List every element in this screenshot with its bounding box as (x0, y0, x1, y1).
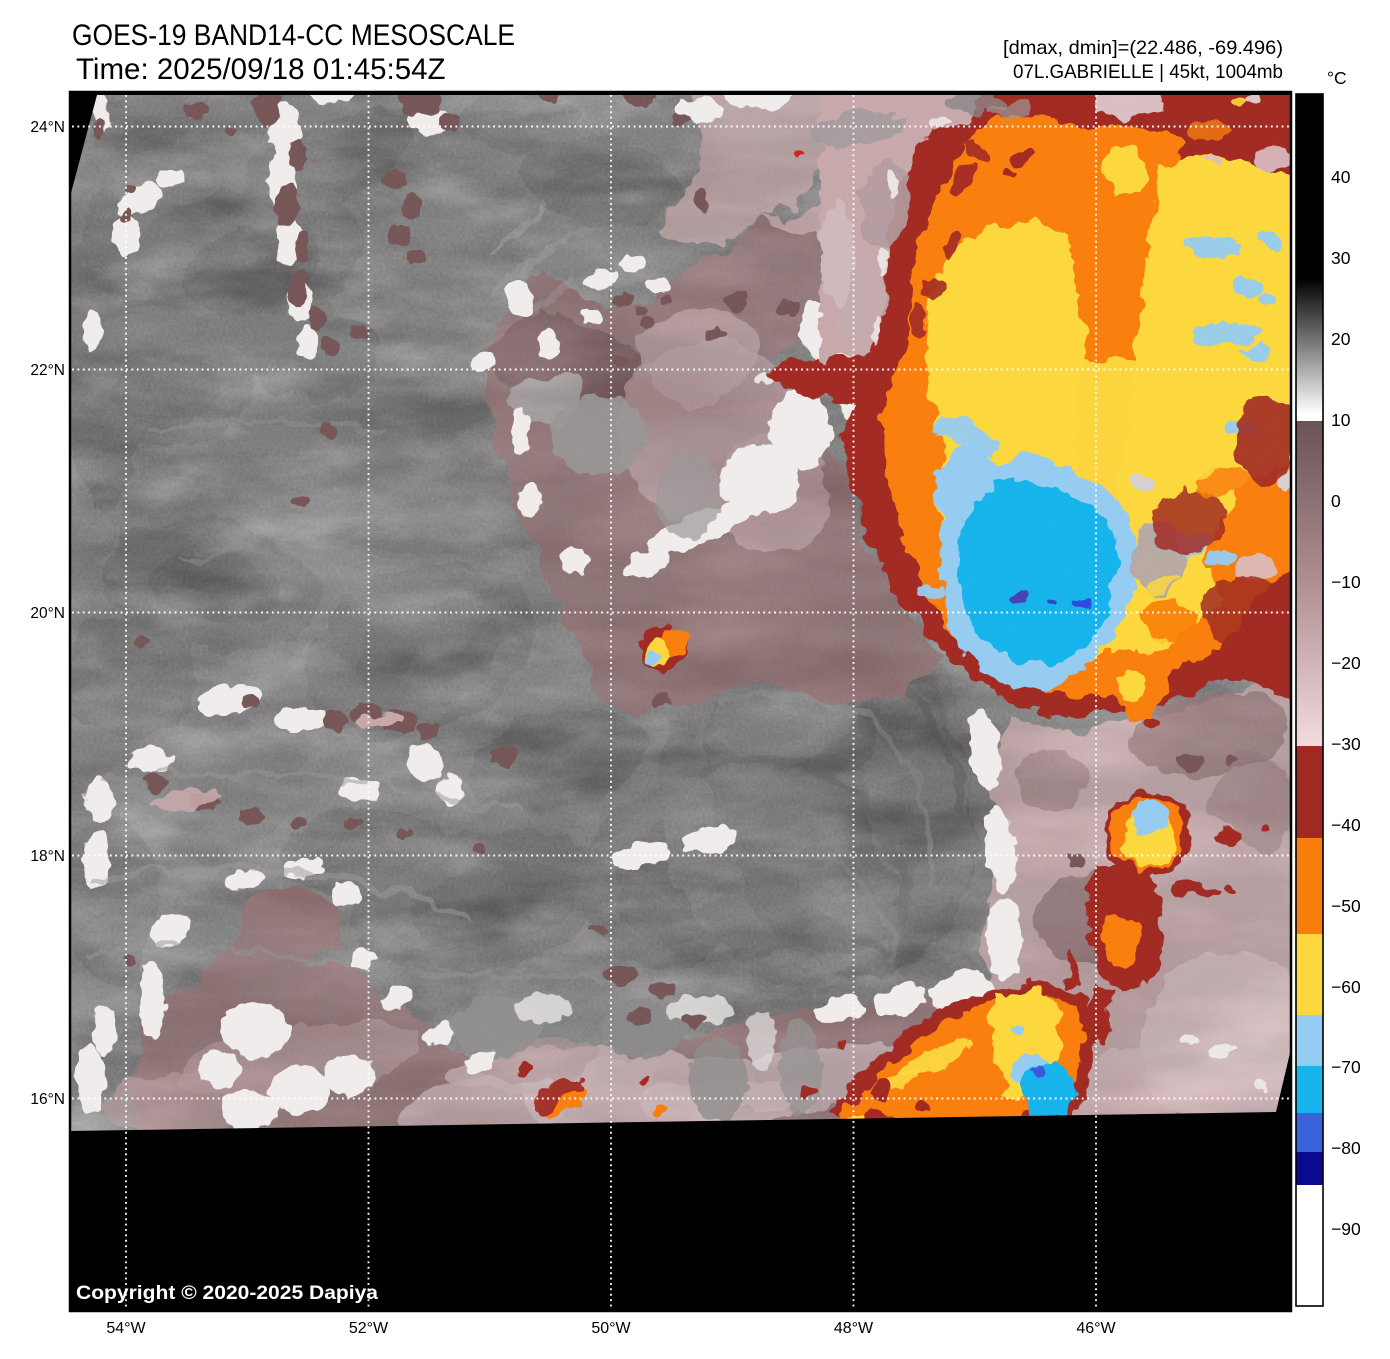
svg-text:°C: °C (1327, 68, 1347, 88)
svg-text:24°N: 24°N (30, 119, 65, 136)
svg-text:0: 0 (1331, 491, 1341, 511)
svg-text:46°W: 46°W (1076, 1320, 1116, 1337)
svg-text:10: 10 (1331, 410, 1351, 430)
svg-text:30: 30 (1331, 248, 1351, 268)
svg-text:52°W: 52°W (349, 1320, 389, 1337)
svg-text:16°N: 16°N (30, 1091, 65, 1108)
svg-text:−30: −30 (1331, 734, 1361, 754)
svg-text:−90: −90 (1331, 1219, 1361, 1239)
svg-text:54°W: 54°W (106, 1320, 146, 1337)
svg-text:20: 20 (1331, 329, 1351, 349)
svg-text:20°N: 20°N (30, 605, 65, 622)
svg-text:GOES-19 BAND14-CC MESOSCALE: GOES-19 BAND14-CC MESOSCALE (72, 19, 515, 52)
svg-text:−50: −50 (1331, 896, 1361, 916)
svg-text:18°N: 18°N (30, 848, 65, 865)
svg-text:48°W: 48°W (834, 1320, 874, 1337)
svg-text:−20: −20 (1331, 653, 1361, 673)
svg-text:Time: 2025/09/18 01:45:54Z: Time: 2025/09/18 01:45:54Z (76, 53, 446, 86)
svg-text:07L.GABRIELLE | 45kt, 1004mb: 07L.GABRIELLE | 45kt, 1004mb (1013, 61, 1283, 83)
svg-text:−60: −60 (1331, 977, 1361, 997)
svg-text:[dmax, dmin]=(22.486, -69.496): [dmax, dmin]=(22.486, -69.496) (1003, 37, 1283, 59)
svg-text:−70: −70 (1331, 1057, 1361, 1077)
svg-text:40: 40 (1331, 167, 1351, 187)
svg-text:Copyright © 2020-2025 Dapiya: Copyright © 2020-2025 Dapiya (76, 1283, 378, 1304)
svg-text:50°W: 50°W (591, 1320, 631, 1337)
svg-text:−40: −40 (1331, 815, 1361, 835)
svg-text:−10: −10 (1331, 572, 1361, 592)
svg-text:22°N: 22°N (30, 362, 65, 379)
svg-text:−80: −80 (1331, 1138, 1361, 1158)
